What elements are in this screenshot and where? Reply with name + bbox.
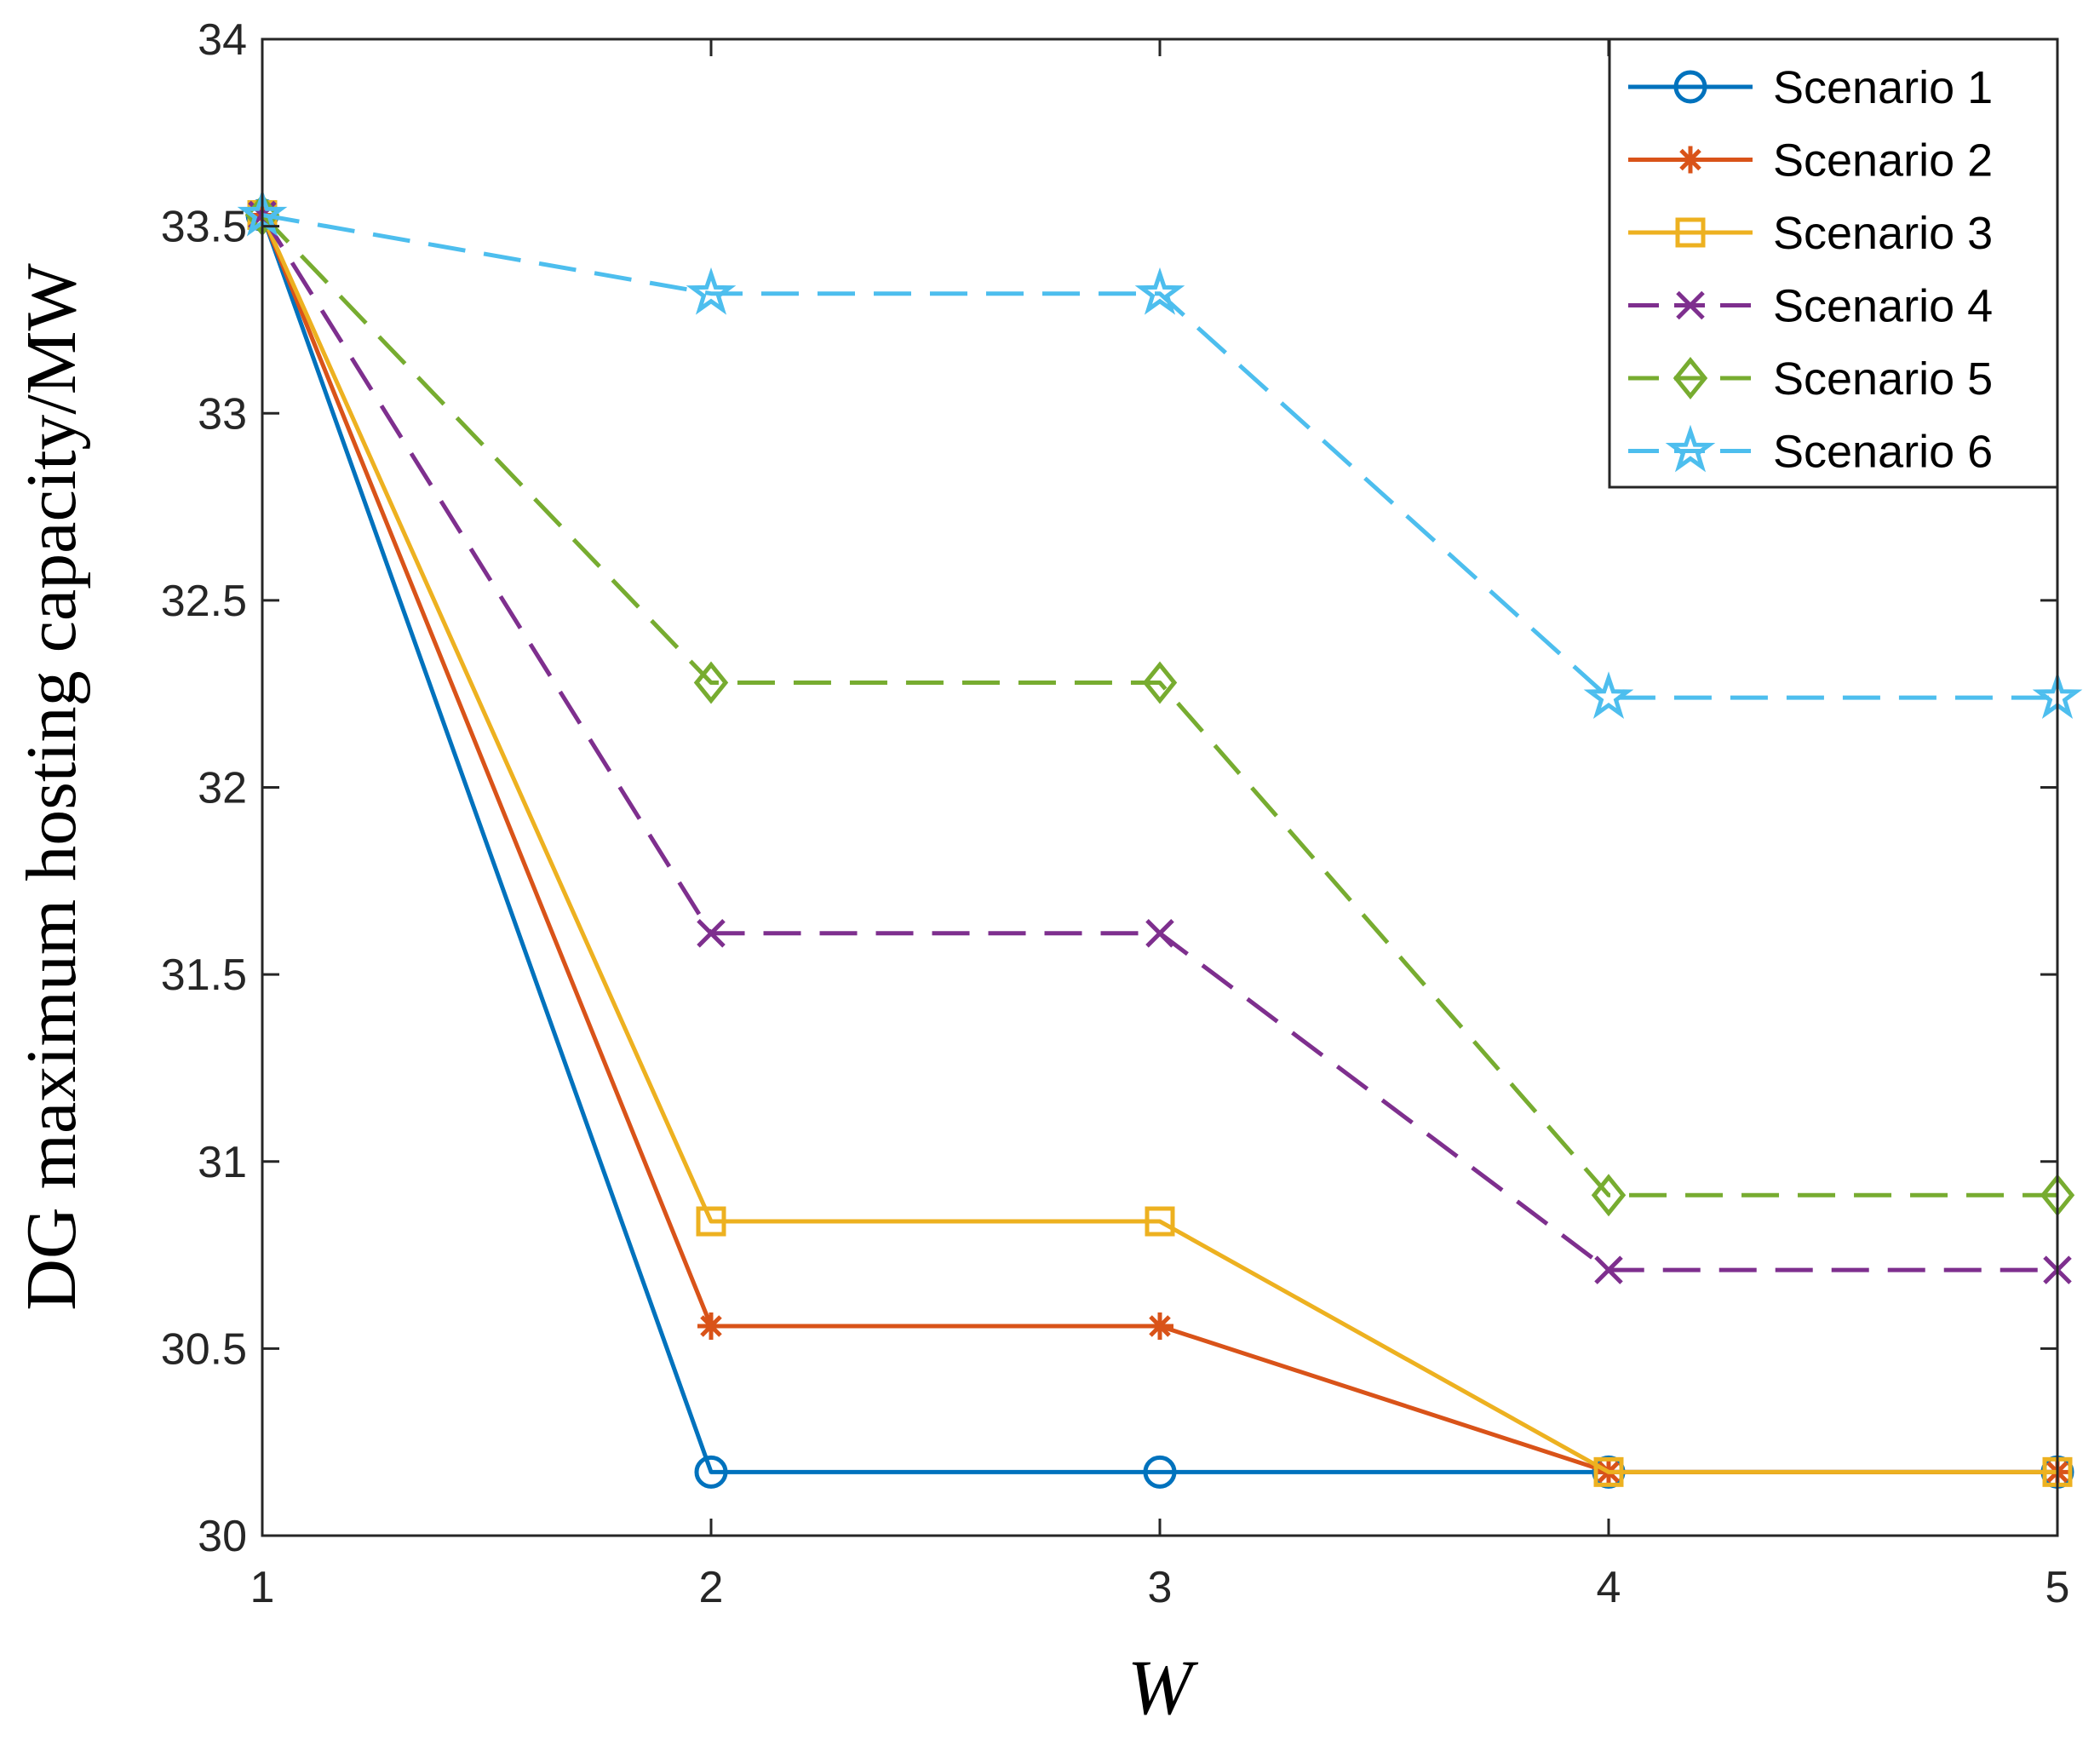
x-tick-label-2: 2	[699, 1563, 724, 1612]
legend-label-6: Scenario 6	[1773, 427, 1993, 478]
legend-box	[1608, 37, 2059, 489]
series-3-point-2	[696, 1206, 726, 1237]
legend-entry-4: Scenario 4	[1628, 281, 1993, 332]
legend-entry-5: Scenario 5	[1628, 353, 1993, 405]
y-tick-label-5: 32	[198, 764, 247, 813]
legend-marker-1	[1673, 70, 1707, 104]
series-5-point-4	[1591, 1174, 1627, 1217]
series-1-point-2	[694, 1455, 728, 1489]
series-4-point-3	[1145, 919, 1174, 948]
y-axis-label: DG maximum hosting capacity/MW	[12, 263, 91, 1311]
x-tick-label-3: 3	[1148, 1563, 1173, 1612]
y-tick-label-7: 33	[198, 389, 247, 439]
series-6-point-3	[1134, 267, 1185, 315]
series-6	[237, 188, 2083, 720]
series-4-point-4	[1594, 1255, 1623, 1284]
legend-entry-3: Scenario 3	[1628, 208, 1993, 259]
legend-marker-5	[1673, 357, 1708, 399]
legend-marker-4	[1676, 290, 1705, 320]
series-6-point-4	[1583, 671, 1634, 720]
legend-label-4: Scenario 4	[1773, 281, 1993, 332]
legend-entry-2: Scenario 2	[1628, 135, 1993, 187]
legend-entry-1: Scenario 1	[1628, 62, 1993, 113]
y-tick-label-4: 31.5	[161, 951, 247, 1000]
y-tick-label-2: 30.5	[161, 1324, 247, 1374]
x-axis-label: W	[1127, 1644, 1199, 1731]
x-tick-label-1: 1	[250, 1563, 275, 1612]
legend-label-2: Scenario 2	[1773, 135, 1993, 187]
legend-marker-6	[1665, 424, 1716, 473]
series-6-line	[261, 212, 2057, 700]
series-5-point-3	[1142, 661, 1178, 704]
y-tick-label-1: 30	[198, 1512, 247, 1561]
legend: Scenario 1 Scenario 2 Scenario 3 Scenario 4…	[1608, 37, 2059, 489]
y-tick-label-6: 32.5	[161, 577, 247, 626]
legend-marker-3	[1675, 217, 1706, 248]
series-1-point-3	[1143, 1455, 1177, 1489]
legend-marker-2	[1677, 146, 1704, 174]
legend-label-1: Scenario 1	[1773, 62, 1993, 113]
series-3-point-4	[1593, 1456, 1624, 1487]
series-6-point-2	[686, 267, 737, 315]
x-tick-label-5: 5	[2045, 1563, 2070, 1612]
series-5-point-2	[693, 661, 729, 704]
y-tick-label-3: 31	[198, 1138, 247, 1187]
y-tick-label-9: 34	[198, 15, 247, 65]
legend-label-3: Scenario 3	[1773, 208, 1993, 259]
series-2-point-2	[697, 1312, 725, 1341]
series-4-point-2	[697, 919, 726, 948]
series-4	[248, 200, 2072, 1284]
series-3-line	[260, 214, 2057, 1474]
series-5-line	[261, 213, 2057, 1198]
series-2-point-3	[1146, 1312, 1173, 1341]
legend-label-5: Scenario 5	[1773, 353, 1993, 405]
series-3-point-3	[1145, 1206, 1175, 1237]
y-tick-label-8: 33.5	[161, 203, 247, 252]
legend-entry-6: Scenario 6	[1628, 424, 1993, 478]
x-tick-label-4: 4	[1597, 1563, 1621, 1612]
